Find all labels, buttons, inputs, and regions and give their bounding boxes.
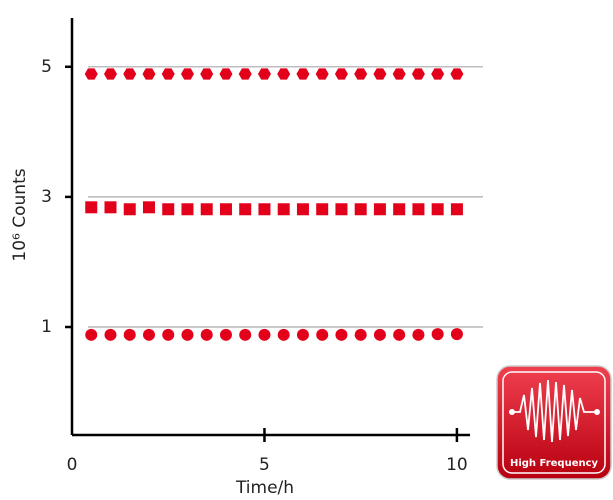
- square-point: [104, 201, 117, 214]
- hexagon-point: [161, 68, 175, 80]
- badge-wave: [512, 379, 597, 443]
- circle-point: [142, 328, 155, 341]
- hexagon-point: [84, 68, 98, 80]
- hexagon-point: [123, 68, 137, 80]
- badge-dot: [509, 409, 515, 415]
- square-point: [219, 203, 232, 216]
- hexagon-point: [257, 68, 271, 80]
- circle-point: [412, 328, 425, 341]
- y-tick-label: 5: [41, 57, 52, 77]
- circle-point: [393, 328, 406, 341]
- circle-point: [450, 328, 463, 341]
- square-point: [277, 203, 290, 216]
- square-point: [354, 203, 367, 216]
- square-point: [450, 203, 463, 216]
- hexagon-point: [450, 68, 464, 80]
- hexagon-point: [392, 68, 406, 80]
- badge: High Frequency: [496, 365, 612, 480]
- circle-point: [85, 328, 98, 341]
- circle-point: [431, 328, 444, 341]
- hexagon-point: [296, 68, 310, 80]
- circle-point: [200, 328, 213, 341]
- square-point: [296, 203, 309, 216]
- hexagon-point: [103, 68, 117, 80]
- circle-point: [277, 328, 290, 341]
- badge-dot: [594, 409, 600, 415]
- square-point: [431, 203, 444, 216]
- circle-point: [219, 328, 232, 341]
- y-tick-label: 1: [41, 317, 52, 337]
- hexagon-point: [277, 68, 291, 80]
- hexagon-point: [334, 68, 348, 80]
- circle-point: [162, 328, 175, 341]
- hexagon-point: [142, 68, 156, 80]
- badge-label: High Frequency: [510, 458, 599, 469]
- square-point: [142, 201, 155, 214]
- badge-frame: [502, 371, 606, 474]
- square-point: [335, 203, 348, 216]
- hexagon-point: [238, 68, 252, 80]
- square-point: [239, 203, 252, 216]
- hexagon-point: [431, 68, 445, 80]
- hexagon-point: [354, 68, 368, 80]
- x-tick-label: 5: [259, 455, 270, 475]
- square-point: [373, 203, 386, 216]
- square-point: [412, 203, 425, 216]
- circle-point: [354, 328, 367, 341]
- circle-point: [104, 328, 117, 341]
- circle-point: [296, 328, 309, 341]
- circle-point: [373, 328, 386, 341]
- square-point: [162, 203, 175, 216]
- x-tick-label: 10: [446, 455, 468, 475]
- circle-point: [335, 328, 348, 341]
- hexagon-point: [180, 68, 194, 80]
- hexagon-point: [219, 68, 233, 80]
- square-point: [258, 203, 271, 216]
- circle-point: [258, 328, 271, 341]
- hexagon-point: [411, 68, 425, 80]
- x-axis-label: Time/h: [235, 478, 294, 498]
- square-point: [393, 203, 406, 216]
- hexagon-point: [315, 68, 329, 80]
- square-point: [181, 203, 194, 216]
- x-tick-label: 0: [67, 455, 78, 475]
- hexagon-point: [373, 68, 387, 80]
- circle-point: [123, 328, 136, 341]
- circle-point: [239, 328, 252, 341]
- square-point: [200, 203, 213, 216]
- y-tick-label: 3: [41, 187, 52, 207]
- y-axis-label: 10⁶ Counts: [10, 168, 30, 261]
- circle-point: [181, 328, 194, 341]
- square-point: [123, 203, 136, 216]
- circle-point: [316, 328, 329, 341]
- square-point: [316, 203, 329, 216]
- square-point: [85, 201, 98, 214]
- hexagon-point: [200, 68, 214, 80]
